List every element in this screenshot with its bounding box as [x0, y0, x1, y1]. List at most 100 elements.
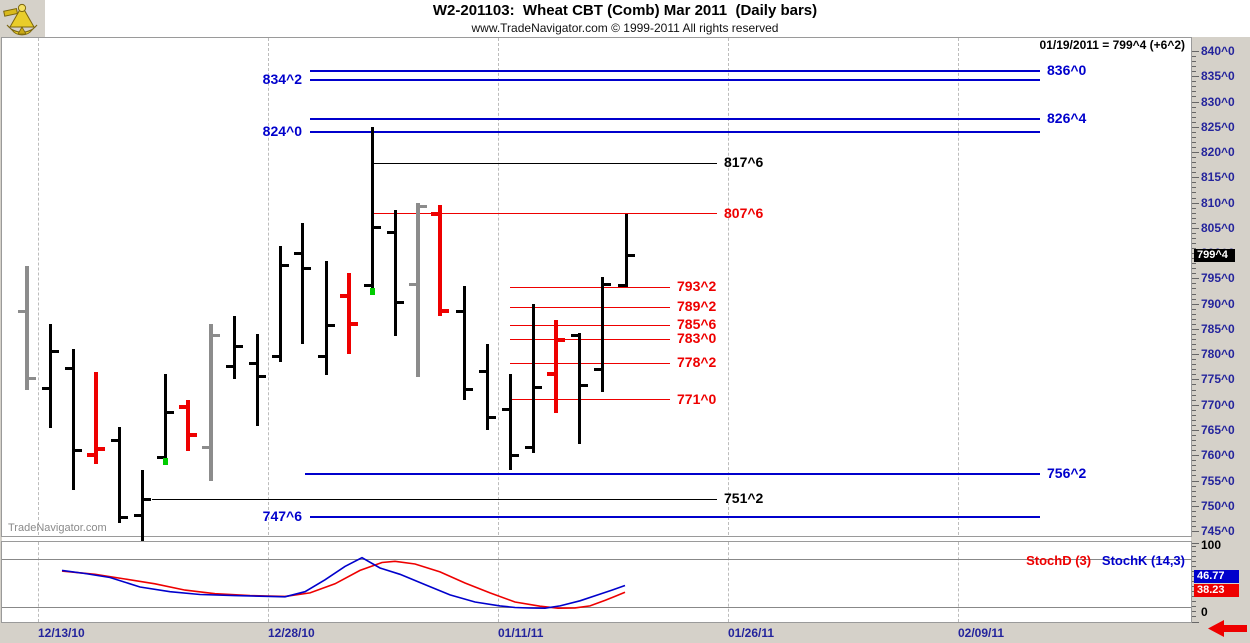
- axis-tick: [1192, 511, 1196, 512]
- price-line[interactable]: [510, 325, 670, 326]
- price-line[interactable]: [310, 516, 1040, 518]
- stochd-legend-label[interactable]: StochD (3): [1026, 553, 1092, 568]
- ohlc-open-tick: [65, 367, 72, 370]
- price-axis-label: 795^0: [1201, 271, 1235, 285]
- axis-tick: [1192, 405, 1199, 406]
- ohlc-open-tick: [87, 453, 94, 457]
- axis-tick: [1192, 192, 1196, 193]
- ohlc-open-tick: [409, 283, 416, 286]
- price-line[interactable]: [510, 363, 670, 364]
- price-line-label: 817^6: [724, 154, 764, 170]
- price-line-label: 824^0: [262, 123, 302, 139]
- ohlc-close-tick: [535, 386, 542, 389]
- axis-tick: [1192, 177, 1199, 178]
- ohlc-close-tick: [121, 516, 128, 519]
- axis-tick: [1192, 616, 1196, 617]
- price-line[interactable]: [510, 399, 670, 400]
- axis-tick: [1192, 364, 1196, 365]
- axis-tick: [1192, 374, 1196, 375]
- ohlc-bar: [371, 127, 374, 291]
- price-axis-label: 745^0: [1201, 524, 1235, 538]
- ohlc-bar: [509, 374, 512, 470]
- ohlc-open-tick: [226, 365, 233, 368]
- axis-tick: [1192, 606, 1196, 607]
- price-line-label: 751^2: [724, 490, 764, 506]
- price-axis-label: 780^0: [1201, 347, 1235, 361]
- date-label: 12/28/10: [268, 626, 315, 640]
- axis-tick: [1192, 465, 1196, 466]
- axis-tick: [1192, 384, 1196, 385]
- price-line[interactable]: [310, 79, 1040, 81]
- price-line[interactable]: [510, 339, 670, 340]
- grid-line: [38, 542, 39, 622]
- date-label: 01/11/11: [498, 626, 544, 640]
- axis-tick: [1192, 167, 1196, 168]
- ohlc-close-tick: [512, 454, 519, 457]
- axis-tick: [1192, 379, 1199, 380]
- price-line[interactable]: [310, 131, 1040, 133]
- ohlc-open-tick: [157, 456, 164, 459]
- price-line[interactable]: [510, 307, 670, 308]
- axis-tick: [1192, 596, 1196, 597]
- stochd-value-box: 38.23: [1194, 583, 1239, 597]
- axis-tick: [1192, 137, 1196, 138]
- axis-tick: [1192, 354, 1199, 355]
- stochastic-curves: [61, 556, 626, 610]
- price-line[interactable]: [310, 70, 1040, 72]
- stochd-line: [61, 560, 626, 610]
- ohlc-bar: [554, 320, 558, 413]
- ohlc-open-tick: [249, 362, 256, 365]
- axis-tick: [1192, 611, 1196, 612]
- price-line[interactable]: [310, 118, 1040, 120]
- stochk-legend-label[interactable]: StochK (14,3): [1101, 553, 1185, 568]
- ohlc-bar: [25, 266, 29, 390]
- price-axis-label: 820^0: [1201, 145, 1235, 159]
- ohlc-bar: [347, 273, 351, 354]
- ohlc-close-tick: [489, 416, 496, 419]
- axis-tick: [1192, 96, 1196, 97]
- ohlc-open-tick: [18, 310, 25, 313]
- axis-tick: [1192, 319, 1196, 320]
- price-line[interactable]: [510, 287, 670, 288]
- scroll-left-arrow[interactable]: [1204, 619, 1250, 639]
- axis-tick: [1192, 475, 1196, 476]
- price-axis-label: 790^0: [1201, 297, 1235, 311]
- grid-line: [498, 38, 499, 535]
- ohlc-open-tick: [111, 439, 118, 442]
- ohlc-open-tick: [134, 514, 141, 517]
- axis-tick: [1192, 152, 1199, 153]
- axis-tick: [1192, 359, 1196, 360]
- price-line[interactable]: [305, 473, 1040, 475]
- grid-line: [728, 38, 729, 535]
- price-line[interactable]: [373, 163, 717, 164]
- price-line[interactable]: [152, 499, 717, 500]
- axis-tick: [1192, 395, 1196, 396]
- price-line[interactable]: [373, 213, 717, 214]
- ohlc-bar: [486, 344, 489, 430]
- axis-tick: [1192, 496, 1196, 497]
- axis-tick: [1192, 263, 1196, 264]
- axis-tick: [1192, 76, 1199, 77]
- date-label: 01/26/11: [728, 626, 775, 640]
- axis-tick: [1192, 268, 1196, 269]
- date-label: 02/09/11: [958, 626, 1005, 640]
- axis-tick: [1192, 81, 1196, 82]
- axis-tick: [1192, 390, 1196, 391]
- axis-tick: [1192, 339, 1196, 340]
- axis-tick: [1192, 425, 1196, 426]
- stoch-grid-line: [2, 559, 1191, 560]
- axis-tick: [1192, 56, 1196, 57]
- axis-tick: [1192, 273, 1196, 274]
- axis-tick: [1192, 460, 1196, 461]
- axis-tick: [1192, 481, 1199, 482]
- last-quote-info: 01/19/2011 = 799^4 (+6^2): [1039, 38, 1185, 52]
- signal-marker: [370, 288, 375, 295]
- ohlc-bar: [601, 277, 604, 392]
- axis-tick: [1192, 526, 1196, 527]
- price-axis-label: 830^0: [1201, 95, 1235, 109]
- ohlc-bar: [279, 246, 282, 362]
- price-axis-label: 750^0: [1201, 499, 1235, 513]
- ohlc-close-tick: [282, 264, 289, 267]
- stochastic-panel[interactable]: [1, 541, 1192, 623]
- grid-line: [958, 38, 959, 535]
